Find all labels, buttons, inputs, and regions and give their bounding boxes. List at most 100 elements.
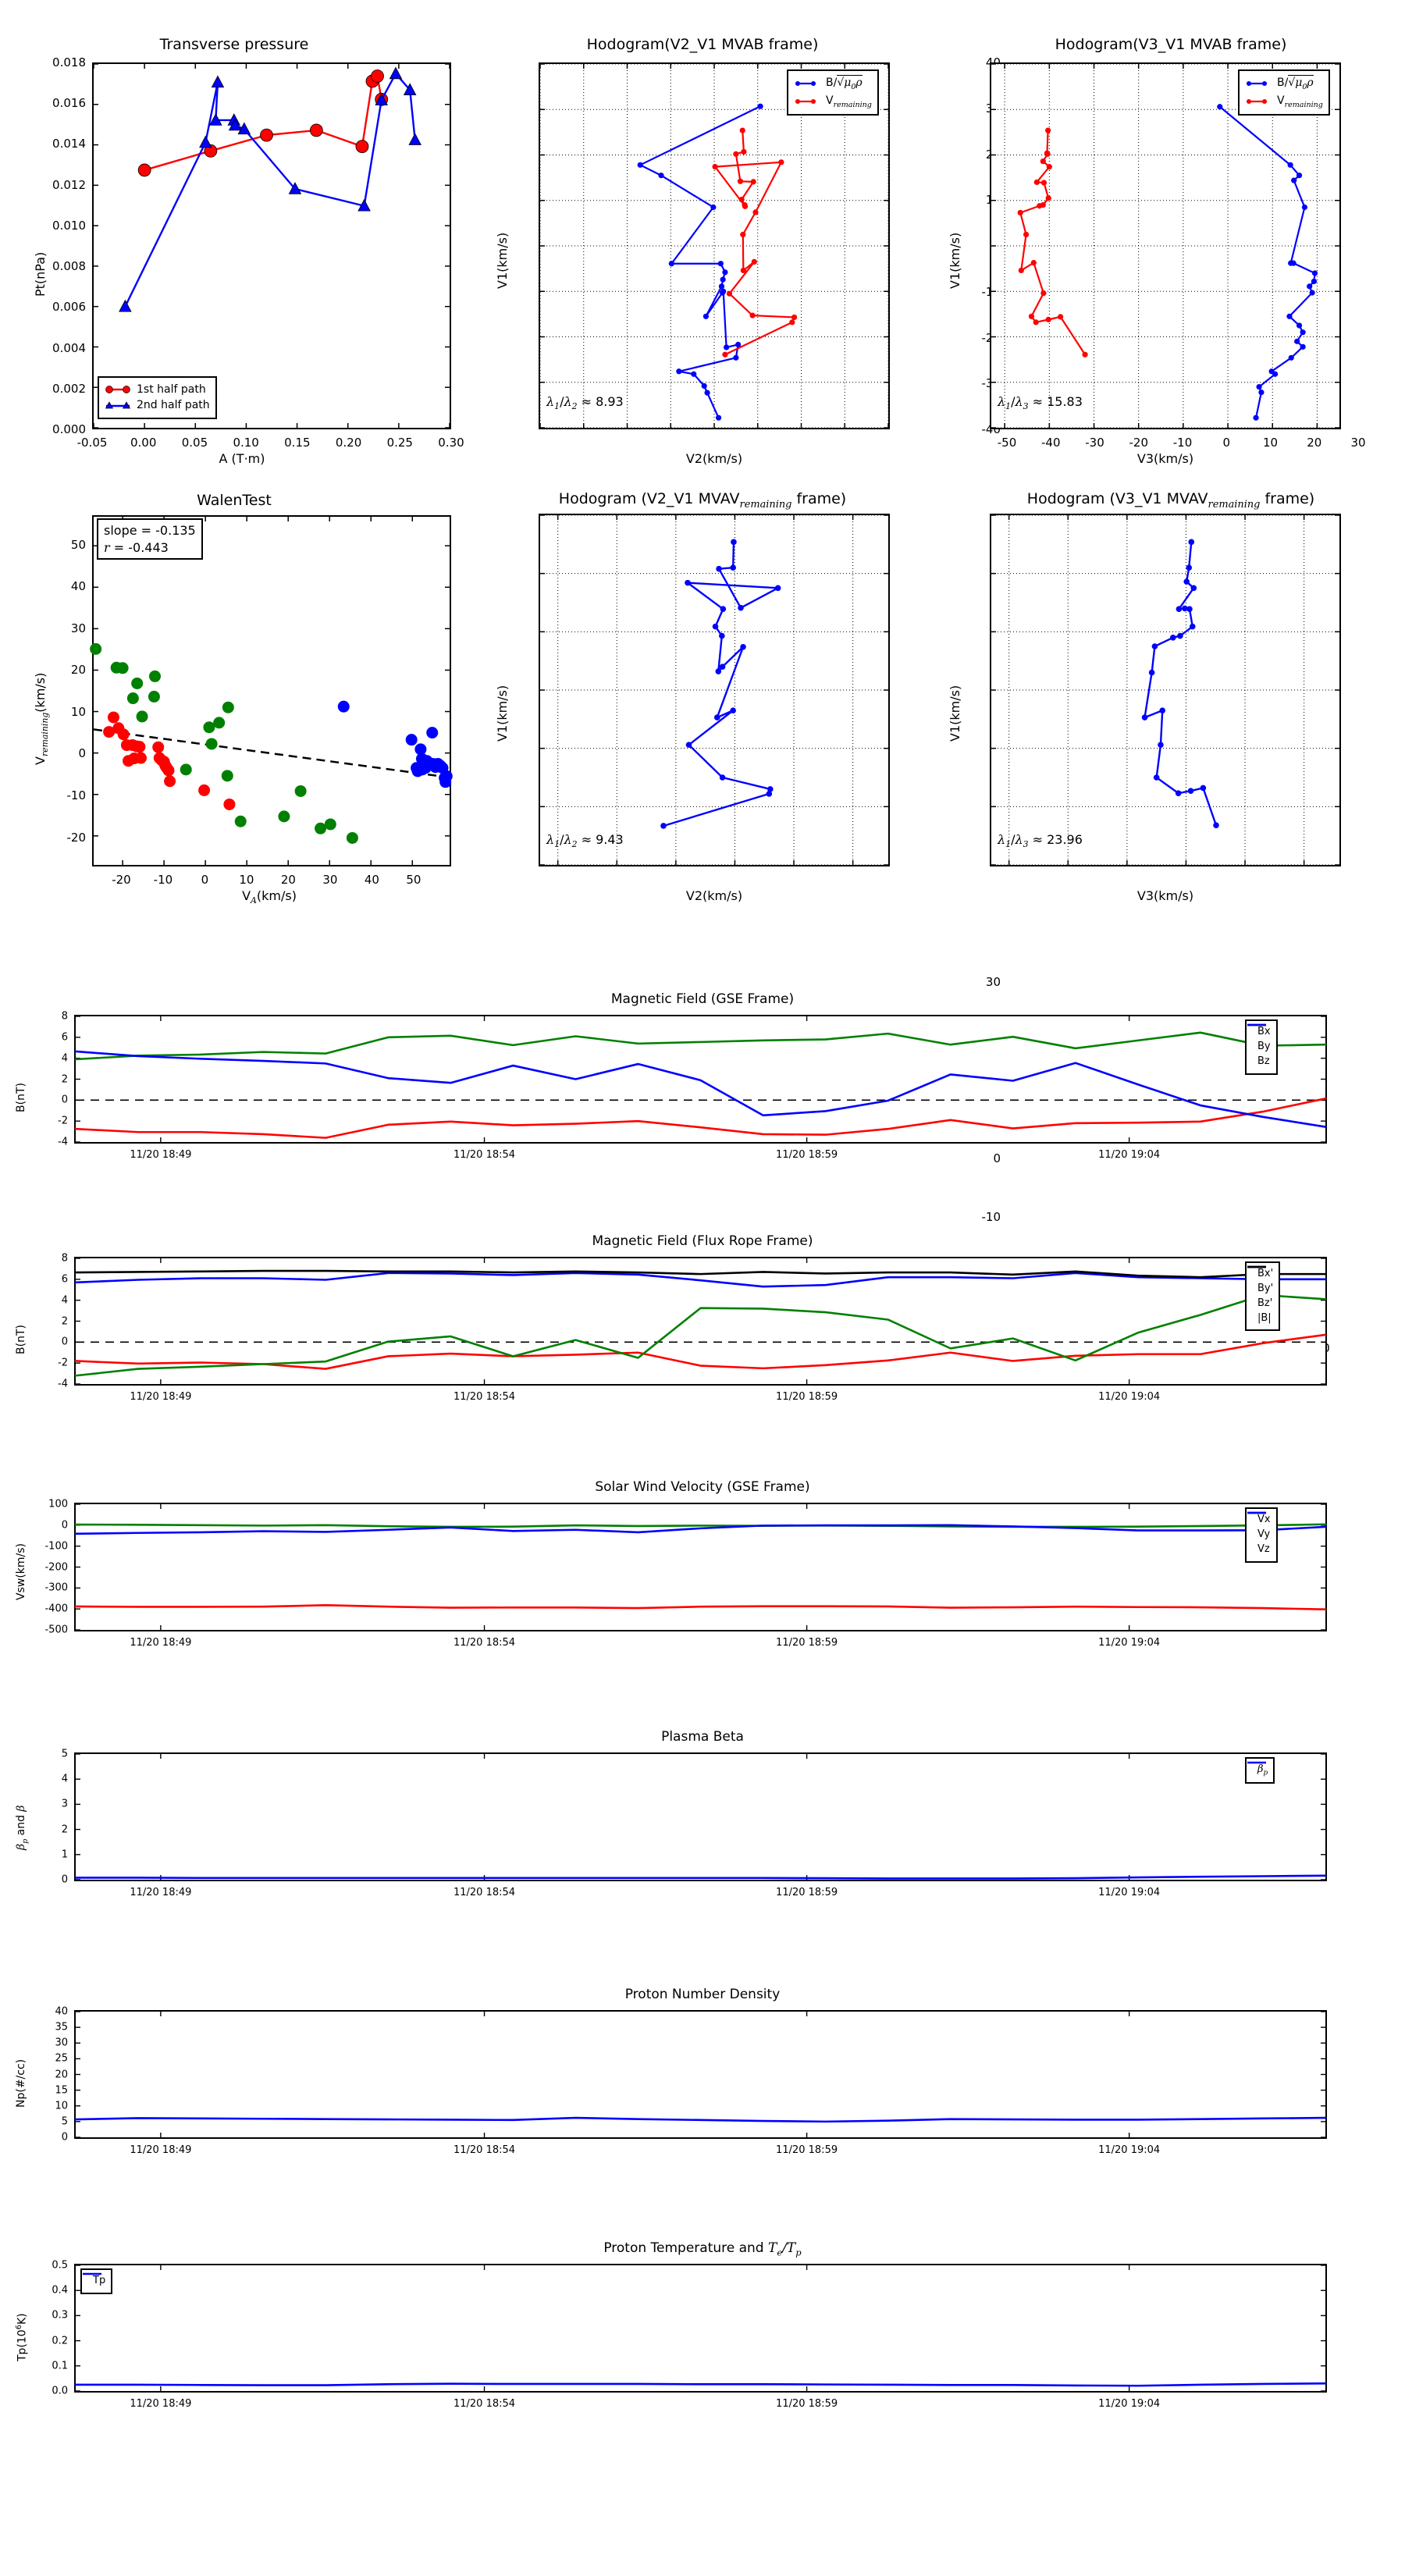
x-tick-label: -10 [153,873,173,887]
y-axis-label: V1(km/s) [495,685,510,742]
y-axis-label: B(nT) [15,1324,27,1354]
panel-walen-test: WalenTest -20 -10 0 10 20 30 40 50 -20 -10 0 10 20 3… [0,468,468,921]
y-tick-label: 0.004 [52,340,86,355]
x-tick-label: 11/20 18:49 [130,2144,192,2156]
y-tick-label: 30 [55,2037,68,2049]
x-tick-label: 11/20 18:49 [130,2398,192,2410]
line-dot-marker-icon [794,79,820,88]
y-tick-label: 35 [55,2021,68,2033]
x-tick-label: 11/20 18:49 [130,1637,192,1649]
x-tick-label: 30 [322,873,338,887]
x-axis-label: V2(km/s) [685,888,743,903]
legend[interactable]: Vx Vy Vz [1245,1507,1278,1563]
legend[interactable]: B/√μ0ρ Vremaining [1238,69,1330,116]
legend-label: Vx [1257,1514,1271,1525]
legend-item: Tp [83,2272,106,2289]
x-tick-label: 20 [1307,436,1322,450]
legend[interactable]: βp [1245,1757,1275,1784]
y-tick-label: -4 [58,1378,68,1390]
legend[interactable]: B/√μ0ρ Vremaining [787,69,879,116]
x-tick-label: 0.15 [284,436,311,450]
y-tick-label: 20 [70,663,86,678]
legend-item: Vy [1247,1511,1271,1542]
panel-title: Plasma Beta [661,1729,744,1745]
legend-label: Tp [93,2275,106,2286]
y-axis-label: V1(km/s) [948,232,962,289]
legend-label: Bx [1257,1026,1271,1037]
y-tick-label: -2 [58,1115,68,1127]
plot-area [74,1752,1327,1881]
y-axis-label: Np(#/cc) [15,2058,27,2108]
y-tick-label: 2 [61,1073,68,1085]
y-tick-label: 0.5 [52,2259,68,2272]
eigenvalue-ratio-annotation: λ1/λ2 ≈ 8.93 [546,394,624,412]
x-tick-label: 11/20 18:59 [776,1887,838,1898]
y-tick-label: 10 [70,704,86,719]
y-tick-label: 2 [61,1823,68,1836]
y-tick-label: 30 [985,975,1001,989]
legend-label: Bz' [1257,1297,1273,1309]
legend-label: By' [1257,1282,1274,1294]
plot-area [74,2010,1327,2139]
y-tick-label: 25 [55,2052,68,2065]
x-tick-label: 0 [1222,436,1231,450]
y-tick-label: -300 [44,1582,68,1594]
x-tick-label: 11/20 19:04 [1098,1887,1161,1898]
legend-label-vremaining: Vremaining [826,94,872,109]
y-tick-label: 0 [61,1336,68,1348]
legend-label: βp [1257,1763,1268,1777]
y-tick-label: 5 [61,2115,68,2128]
panel-hodogram-v2v1-mvab: Hodogram(V2_V1 MVAB frame) -40 -30 -20 -10 0… [468,0,1366,468]
x-tick-label: 0.05 [181,436,208,450]
legend-label-vremaining: Vremaining [1277,94,1323,109]
y-tick-label: 0.008 [52,259,86,274]
x-tick-label: -40 [1041,436,1061,450]
y-tick-label: 0.006 [52,300,86,315]
legend[interactable]: Bx' By' Bz' |B| [1245,1261,1281,1332]
x-axis-label: V3(km/s) [1136,888,1194,903]
legend-item: Vz [1247,1511,1271,1557]
y-tick-label: 2 [61,1315,68,1327]
panel-title: Proton Number Density [624,1987,781,2002]
x-tick-label: 11/20 18:54 [453,1637,516,1649]
legend-label-alfven: B/√μ0ρ [1277,75,1314,91]
panel-title: Transverse pressure [159,36,309,53]
y-tick-label: 15 [55,2084,68,2097]
x-tick-label: 11/20 18:59 [776,2144,838,2156]
y-axis-label: Pt(nPa) [33,251,48,297]
y-tick-label: 0.2 [52,2335,68,2347]
y-tick-label: 0.014 [52,137,86,151]
panel-hodogram-v2v1-mvavremaining: Hodogram (V2_V1 MVAVremaining frame) -30… [468,468,1330,1355]
y-tick-label: 6 [61,1273,68,1286]
plot-area [539,514,890,866]
x-tick-label: 40 [364,873,379,887]
legend-item: βp [1247,1761,1268,1778]
y-tick-label: 100 [48,1498,68,1510]
legend-label-alfven: B/√μ0ρ [826,75,863,91]
legend[interactable]: Tp [80,2268,113,2294]
legend[interactable]: Bx By Bz [1245,1019,1278,1075]
y-axis-label: Vsw(km/s) [15,1542,27,1600]
y-axis-label: βp and β [15,1804,30,1850]
panel-title: Hodogram(V3_V1 MVAB frame) [1055,36,1287,53]
panel-title: Hodogram(V2_V1 MVAB frame) [586,36,819,53]
y-tick-label: 0.002 [52,381,86,396]
y-tick-label: 0.018 [52,55,86,69]
y-tick-label: 0 [61,2131,68,2144]
x-tick-label: -30 [1085,436,1104,450]
x-tick-label: 10 [1262,436,1279,450]
panel-hodogram-v3v1-mvavremaining: Hodogram (V3_V1 MVAVremaining frame) -30… [937,468,1405,921]
x-tick-label: -20 [112,873,131,887]
y-tick-label: -20 [66,830,87,845]
x-tick-label: 11/20 19:04 [1098,2144,1161,2156]
y-tick-label: 0.1 [52,2360,68,2372]
x-tick-label: 0 [201,873,209,887]
x-tick-label: -50 [997,436,1017,450]
x-tick-label: 11/20 18:54 [453,2144,516,2156]
legend-item: |B| [1247,1265,1273,1326]
plot-area [990,62,1341,429]
eigenvalue-ratio-annotation: λ1/λ3 ≈ 15.83 [998,394,1083,412]
legend[interactable]: 1st half path 2nd half path [98,376,217,419]
panel-title: Magnetic Field (Flux Rope Frame) [592,1233,813,1249]
plot-area [990,514,1341,866]
